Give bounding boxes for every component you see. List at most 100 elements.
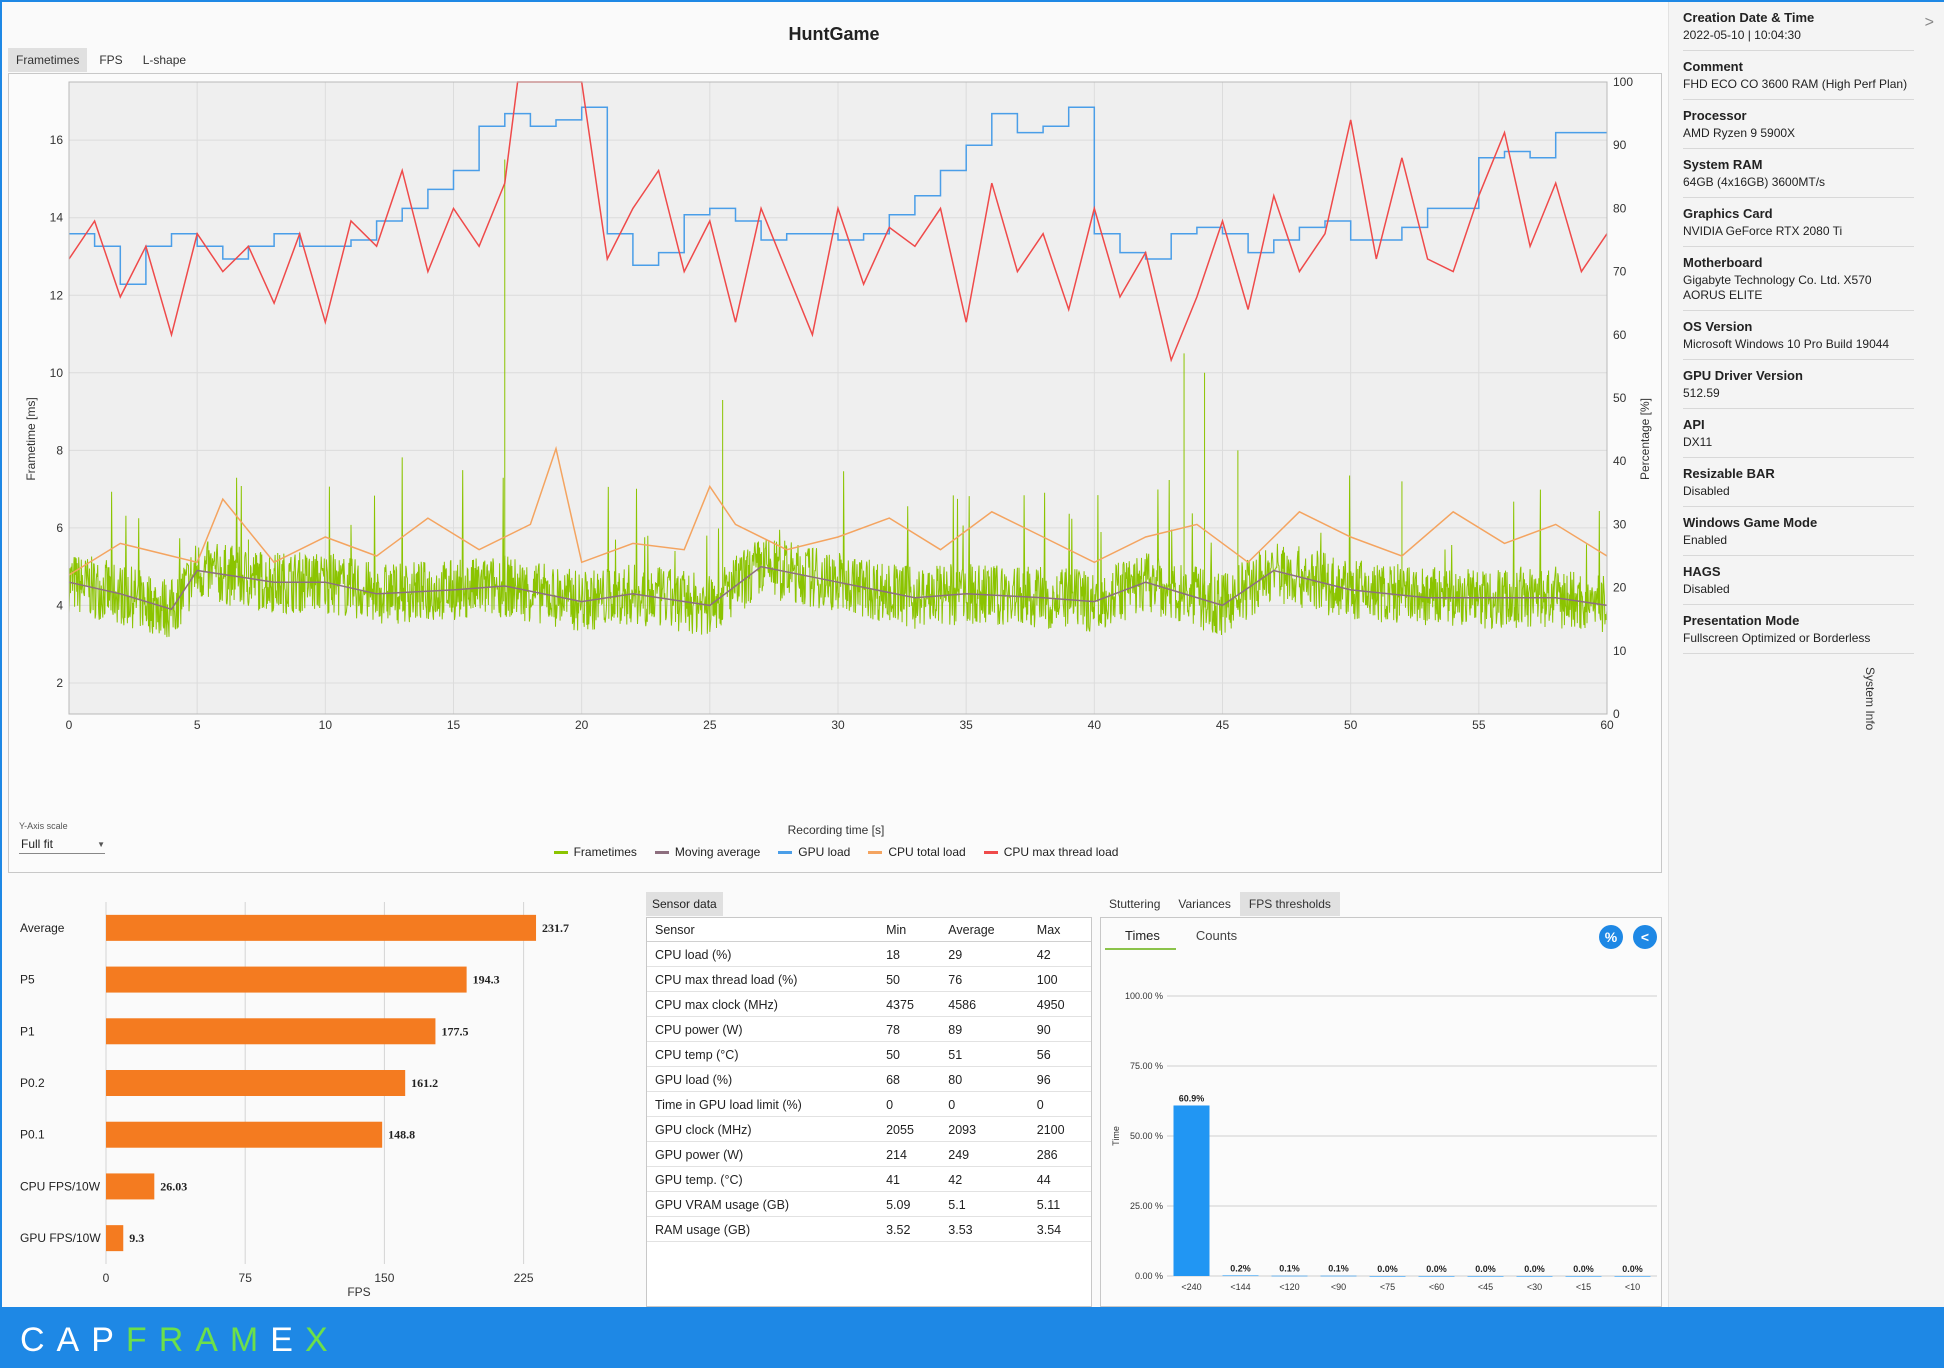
table-cell: CPU power (W) — [647, 1016, 879, 1042]
frametimes-series-line — [68, 457, 1608, 638]
legend-item-cpu-total-load[interactable]: CPU total load — [868, 845, 966, 859]
fps-metric-bar[interactable] — [106, 1225, 124, 1252]
table-row[interactable]: GPU load (%) 68 80 96 — [647, 1066, 1091, 1092]
y-axis-title: Time — [1111, 1126, 1121, 1146]
tab-stuttering[interactable]: Stuttering — [1109, 897, 1161, 911]
legend-label: CPU max thread load — [1003, 845, 1119, 859]
tab-variances[interactable]: Variances — [1178, 897, 1231, 911]
table-row[interactable]: CPU temp (°C) 50 51 56 — [647, 1041, 1091, 1067]
table-row[interactable]: CPU max clock (MHz) 4375 4586 4950 — [647, 991, 1091, 1017]
threshold-bar[interactable] — [1467, 1276, 1504, 1277]
bar-value-label: 0.1% — [1328, 1264, 1349, 1274]
legend-swatch — [983, 850, 998, 854]
bar-value-label: 0.0% — [1524, 1264, 1545, 1274]
fps-metrics-chart: 0 75 150 225 FPS Average 231.7 P5 194.3 P1 177.5 P0… — [2, 882, 642, 1307]
system-info-label: Resizable BAR — [1683, 466, 1775, 481]
threshold-bar[interactable] — [1565, 1276, 1602, 1277]
legend-label: Frametimes — [573, 845, 637, 859]
system-info-label: HAGS — [1683, 564, 1721, 579]
threshold-bar[interactable] — [1320, 1275, 1357, 1277]
bar-value-label: 0.0% — [1475, 1264, 1496, 1274]
system-info-list: Creation Date & Time 2022-05-10 | 10:04:3… — [1669, 2, 1944, 654]
threshold-bar[interactable] — [1516, 1276, 1553, 1277]
y-right-tick-label: 10 — [1613, 644, 1627, 658]
subtab-counts[interactable]: Counts — [1195, 928, 1238, 943]
fps-metric-bar[interactable] — [106, 914, 537, 941]
percent-toggle-button[interactable]: % — [1599, 925, 1623, 949]
y-right-tick-label: 50 — [1613, 391, 1627, 405]
y-axis-scale-dropdown[interactable]: Full fit ▼ — [19, 835, 105, 854]
back-button[interactable]: < — [1633, 925, 1657, 949]
threshold-bar[interactable] — [1614, 1276, 1651, 1277]
table-row[interactable]: GPU temp. (°C) 41 42 44 — [647, 1166, 1091, 1192]
y-right-tick-label: 40 — [1613, 454, 1627, 468]
legend-item-cpu-max-thread-load[interactable]: CPU max thread load — [983, 845, 1119, 859]
fps-metric-bar[interactable] — [106, 1018, 436, 1045]
system-info-vertical-label[interactable]: System Info — [1862, 667, 1877, 731]
y-left-tick-label: 10 — [50, 366, 64, 380]
system-info-value: Disabled — [1683, 484, 1730, 498]
table-cell: 41 — [878, 1166, 941, 1192]
x-tick-label: <15 — [1576, 1282, 1591, 1292]
table-cell: 0 — [878, 1091, 941, 1117]
legend-label: GPU load — [798, 845, 851, 859]
fps-metric-bar[interactable] — [106, 1121, 383, 1148]
y-right-tick-label: 100 — [1613, 75, 1633, 89]
threshold-bar[interactable] — [1222, 1275, 1259, 1277]
fps-metric-bar[interactable] — [106, 1070, 406, 1096]
table-row[interactable]: CPU max thread load (%) 50 76 100 — [647, 966, 1091, 992]
table-cell: GPU power (W) — [647, 1141, 879, 1167]
system-info-item: API DX11 — [1683, 409, 1914, 458]
subtab-times[interactable]: Times — [1105, 923, 1176, 950]
column-header[interactable]: Sensor — [647, 918, 879, 942]
y-tick-label: 75.00 % — [1130, 1061, 1163, 1071]
legend-swatch — [553, 850, 568, 854]
legend-swatch — [868, 850, 883, 854]
threshold-bar[interactable] — [1369, 1276, 1406, 1277]
table-cell: 18 — [878, 941, 941, 967]
system-info-item: Resizable BAR Disabled — [1683, 458, 1914, 507]
frametime-plot[interactable]: 0 5 10 15 20 25 30 35 40 45 50 55 60 2 4 6 8 10 12 14 16 0 10 2… — [9, 74, 1663, 874]
x-tick-label: 0 — [66, 718, 73, 732]
tab-l-shape[interactable]: L-shape — [142, 53, 187, 67]
table-row[interactable]: CPU load (%) 18 29 42 — [647, 941, 1091, 967]
column-header[interactable]: Average — [940, 918, 1029, 942]
threshold-bar[interactable] — [1271, 1275, 1308, 1277]
legend-item-moving-average[interactable]: Moving average — [654, 845, 760, 859]
table-row[interactable]: GPU clock (MHz) 2055 2093 2100 — [647, 1116, 1091, 1142]
tab-sensor-data[interactable]: Sensor data — [646, 892, 723, 916]
column-header[interactable]: Max — [1028, 918, 1091, 942]
x-tick-label: 75 — [239, 1271, 253, 1285]
threshold-bar[interactable] — [1418, 1276, 1455, 1277]
system-info-label: OS Version — [1683, 319, 1753, 334]
table-cell: 56 — [1028, 1041, 1091, 1067]
table-cell: 5.1 — [940, 1191, 1029, 1217]
threshold-bar[interactable] — [1173, 1105, 1210, 1276]
fps-metric-bar[interactable] — [106, 1173, 155, 1200]
table-row[interactable]: RAM usage (GB) 3.52 3.53 3.54 — [647, 1216, 1091, 1242]
table-row[interactable]: Time in GPU load limit (%) 0 0 0 — [647, 1091, 1091, 1117]
tab-fps[interactable]: FPS — [99, 53, 123, 67]
table-cell: 42 — [940, 1166, 1029, 1192]
table-row[interactable]: CPU power (W) 78 89 90 — [647, 1016, 1091, 1042]
table-cell: CPU max clock (MHz) — [647, 991, 879, 1017]
x-tick-label: <240 — [1181, 1282, 1201, 1292]
x-tick-label: <10 — [1625, 1282, 1640, 1292]
fps-metric-bar[interactable] — [106, 966, 467, 993]
plot-border — [68, 81, 1608, 715]
tab-fps-thresholds[interactable]: FPS thresholds — [1239, 892, 1340, 916]
y-right-tick-label: 90 — [1613, 138, 1627, 152]
legend-item-gpu-load[interactable]: GPU load — [778, 845, 850, 859]
table-row[interactable]: GPU VRAM usage (GB) 5.09 5.1 5.11 — [647, 1191, 1091, 1217]
chevron-right-icon[interactable]: > — [1924, 14, 1934, 31]
y-left-tick-label: 6 — [56, 521, 63, 535]
x-tick-label: <75 — [1380, 1282, 1395, 1292]
table-row[interactable]: GPU power (W) 214 249 286 — [647, 1141, 1091, 1167]
x-tick-label: 225 — [514, 1271, 534, 1285]
tab-frametimes[interactable]: Frametimes — [8, 48, 88, 72]
bar-value-label: 161.2 — [411, 1076, 438, 1090]
system-info-item: HAGS Disabled — [1683, 556, 1914, 605]
column-header[interactable]: Min — [878, 918, 941, 942]
legend-item-frametimes[interactable]: Frametimes — [553, 845, 637, 859]
y-left-tick-label: 8 — [56, 443, 63, 457]
